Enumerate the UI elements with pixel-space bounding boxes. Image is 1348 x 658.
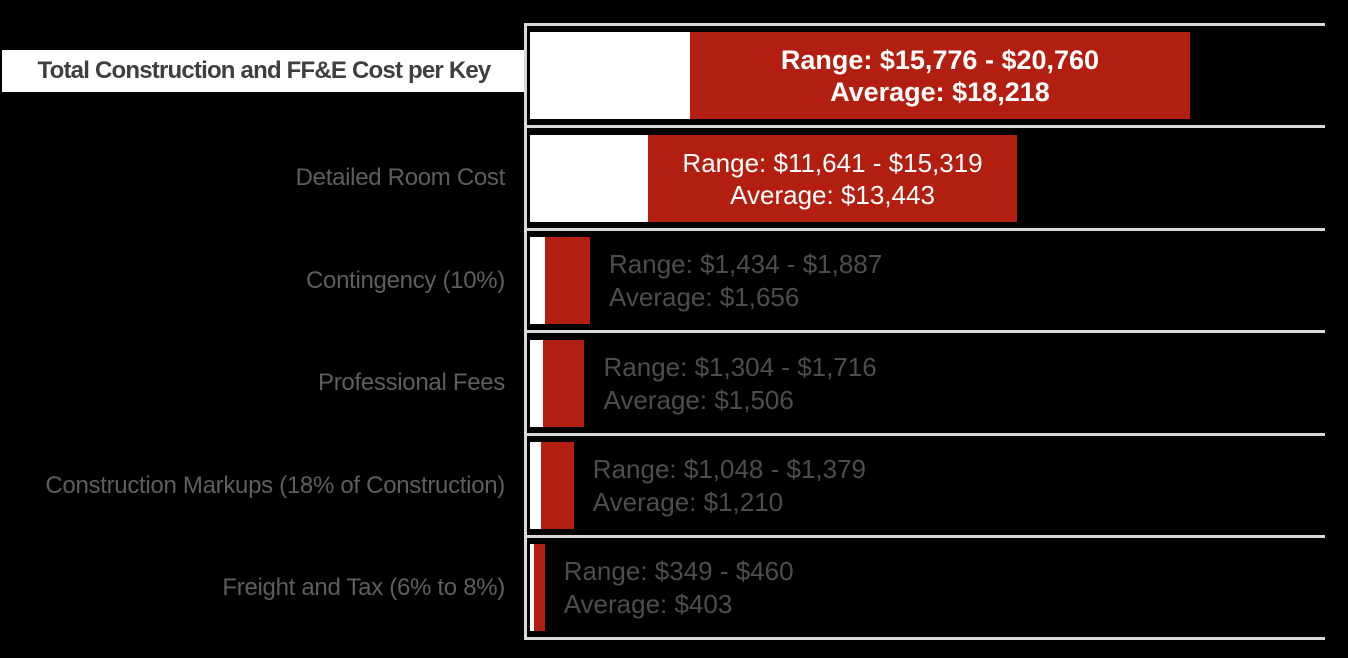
bar-range-label: Range: $1,304 - $1,716 (603, 351, 877, 382)
bar-average-label: Average: $13,443 (730, 179, 935, 210)
bar-offset-segment (530, 32, 690, 119)
bar-offset-segment (530, 442, 541, 529)
bar-offset-segment (530, 544, 534, 631)
bar-range-segment[interactable] (533, 544, 545, 631)
bar-range-segment[interactable] (543, 340, 585, 427)
row-separator-line (524, 125, 1325, 128)
row-separator-line (524, 535, 1325, 538)
category-label: Freight and Tax (6% to 8%) (222, 573, 505, 601)
bar-average-label: Average: $403 (563, 588, 733, 619)
bar-value-labels: Range: $1,304 - $1,716 Average: $1,506 (604, 351, 877, 417)
bar-average-label: Average: $1,506 (603, 384, 794, 415)
bar-range-label: Range: $11,641 - $15,319 (682, 147, 983, 178)
bar-range-label: Range: $1,434 - $1,887 (609, 248, 883, 279)
bar-range-label: Range: $1,048 - $1,379 (592, 453, 867, 484)
chart-title: Total Construction and FF&E Cost per Key (2, 50, 526, 92)
y-axis-line (524, 23, 527, 640)
bar-range-label: Range: $349 - $460 (563, 555, 794, 586)
bar-value-labels: Range: $1,048 - $1,379 Average: $1,210 (593, 453, 866, 519)
bar-offset-segment (530, 237, 545, 324)
category-label: Professional Fees (318, 369, 505, 396)
chart-bottom-border-line (524, 637, 1325, 640)
bar-range-label: Range: $15,776 - $20,760 (780, 44, 1100, 75)
bar-value-labels: Range: $1,434 - $1,887 Average: $1,656 (609, 248, 882, 314)
bar-range-segment[interactable] (544, 237, 590, 324)
bar-average-label: Average: $1,210 (592, 486, 784, 517)
bar-offset-segment (530, 340, 544, 427)
bar-range-segment[interactable] (540, 442, 574, 529)
bar-range-segment[interactable]: Range: $15,776 - $20,760 Average: $18,218 (690, 32, 1190, 119)
category-label: Detailed Room Cost (295, 164, 506, 191)
bar-value-labels: Range: $349 - $460 Average: $403 (564, 555, 794, 621)
row-separator-line (524, 330, 1325, 333)
bar-range-segment[interactable]: Range: $11,641 - $15,319 Average: $13,443 (648, 135, 1017, 222)
bar-offset-segment (530, 135, 649, 222)
bar-average-label: Average: $1,656 (609, 281, 800, 312)
bar-average-label: Average: $18,218 (830, 76, 1050, 107)
row-separator-line (524, 433, 1325, 436)
category-label: Construction Markups (18% of Constructio… (45, 471, 505, 499)
row-separator-line (524, 228, 1325, 231)
chart-top-border-line (524, 23, 1325, 26)
category-label: Contingency (10%) (305, 266, 505, 294)
chart-title-text: Total Construction and FF&E Cost per Key (37, 57, 492, 84)
